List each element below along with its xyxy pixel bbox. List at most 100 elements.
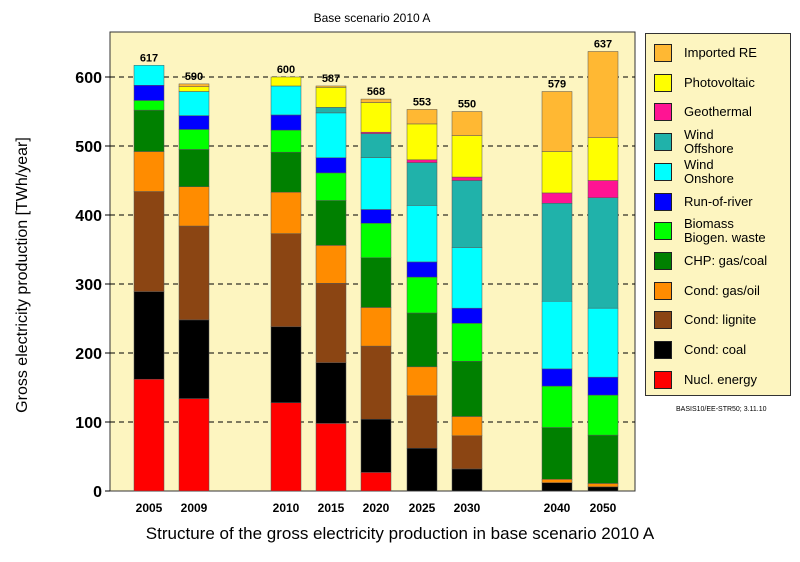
legend-item: Geothermal xyxy=(654,98,790,128)
bar-segment xyxy=(360,102,392,133)
legend-swatch xyxy=(654,73,672,92)
y-tick-label: 100 xyxy=(75,415,102,432)
x-tick-label: 2025 xyxy=(409,501,436,515)
bar-segment xyxy=(451,416,483,437)
bar-segment xyxy=(315,283,347,363)
legend-swatch xyxy=(654,44,672,62)
legend-swatch xyxy=(654,370,672,389)
bar-segment xyxy=(587,307,619,378)
bar-segment xyxy=(451,180,483,248)
bar-segment xyxy=(178,319,210,399)
total-label: 637 xyxy=(594,38,612,50)
bar-segment xyxy=(270,326,302,403)
bar-segment xyxy=(451,435,483,470)
legend-item: Wind Offshore xyxy=(654,128,790,158)
chart-title: Base scenario 2010 A xyxy=(314,11,431,25)
bar-segment xyxy=(541,479,573,483)
bar-segment xyxy=(541,482,573,492)
bar-segment xyxy=(451,111,483,136)
bar-segment xyxy=(406,109,438,125)
bar-segment xyxy=(270,402,302,492)
bar-segment xyxy=(270,233,302,328)
legend-swatch xyxy=(654,281,672,300)
y-tick-label: 200 xyxy=(75,346,102,363)
chart-caption: Structure of the gross electricity produ… xyxy=(145,524,655,543)
bar-segment xyxy=(133,191,165,292)
bar-segment xyxy=(360,223,392,259)
legend-label: Geothermal xyxy=(684,104,752,120)
total-label: 617 xyxy=(140,52,158,64)
bar-segment xyxy=(541,301,573,370)
bar-segment xyxy=(270,76,302,87)
bar-segment xyxy=(587,483,619,488)
legend-label: Cond: lignite xyxy=(684,312,757,328)
bar-segment xyxy=(406,312,438,368)
bar-segment xyxy=(360,345,392,420)
bar-segment xyxy=(315,245,347,284)
bar-segment xyxy=(360,98,392,103)
legend-label: Cond: coal xyxy=(684,342,747,357)
legend-swatch xyxy=(654,311,672,330)
legend-item: Imported RE xyxy=(654,39,790,69)
bar-segment xyxy=(133,378,165,492)
y-tick-label: 300 xyxy=(75,277,102,294)
legend-label: Nucl. energy xyxy=(684,371,757,387)
bar-segment xyxy=(587,137,619,181)
legend-label: Wind Offshore xyxy=(684,127,734,157)
y-axis: 0 100 200 300 400 500 600 xyxy=(75,70,110,501)
bar-segment xyxy=(587,51,619,138)
total-label: 553 xyxy=(413,96,431,108)
bar-segment xyxy=(451,307,483,324)
bar-segment xyxy=(178,83,210,87)
bar-segment xyxy=(178,129,210,150)
legend-swatch xyxy=(654,341,672,359)
bar-segment xyxy=(541,151,573,194)
total-label: 550 xyxy=(458,99,476,111)
legend-label: Imported RE xyxy=(684,45,757,60)
bars xyxy=(133,51,619,492)
bar-segment xyxy=(406,261,438,278)
x-tick-label: 2005 xyxy=(136,501,163,515)
bar-segment xyxy=(451,247,483,309)
total-label: 587 xyxy=(322,73,340,85)
bar-segment xyxy=(406,395,438,449)
legend-item: Biomass Biogen. waste xyxy=(654,217,790,247)
bar-segment xyxy=(315,362,347,424)
legend-item: Wind Onshore xyxy=(654,156,790,188)
legend-label: Photovoltaic xyxy=(684,74,755,90)
bar-segment xyxy=(541,385,573,428)
total-label: 568 xyxy=(367,86,385,98)
bar-segment xyxy=(451,361,483,417)
bar-segment xyxy=(178,115,210,130)
bar-segment xyxy=(406,159,438,163)
bar-segment xyxy=(133,65,165,86)
bar-segment xyxy=(178,398,210,492)
y-tick-label: 500 xyxy=(75,139,102,156)
bar-segment xyxy=(360,209,392,224)
bar-segment xyxy=(587,376,619,396)
bar-segment xyxy=(360,157,392,210)
bar-segment xyxy=(360,307,392,347)
legend-label: Cond: gas/oil xyxy=(684,282,760,298)
bar-segment xyxy=(178,86,210,92)
bar-segment xyxy=(587,486,619,492)
bar-segment xyxy=(406,447,438,492)
bar-segment xyxy=(406,205,438,263)
legend-swatch xyxy=(654,162,672,181)
bar-segment xyxy=(270,151,302,193)
x-tick-label: 2009 xyxy=(181,501,208,515)
x-tick-label: 2030 xyxy=(454,501,481,515)
legend-item: Nucl. energy xyxy=(654,366,790,396)
total-labels: 617 590 600 587 568 553 550 579 637 xyxy=(140,38,612,110)
bar-segment xyxy=(406,162,438,206)
legend-item: CHP: gas/coal xyxy=(654,247,790,277)
bar-segment xyxy=(315,107,347,114)
bar-segment xyxy=(315,200,347,246)
legend-item: Cond: lignite xyxy=(654,306,790,336)
legend-label: Run-of-river xyxy=(684,193,753,209)
bar-segment xyxy=(133,291,165,380)
bar-segment xyxy=(270,129,302,153)
y-axis-label: Gross electricity production [TWh/year] xyxy=(14,137,31,413)
bar-segment xyxy=(270,191,302,234)
legend-label: Wind Onshore xyxy=(684,156,734,186)
